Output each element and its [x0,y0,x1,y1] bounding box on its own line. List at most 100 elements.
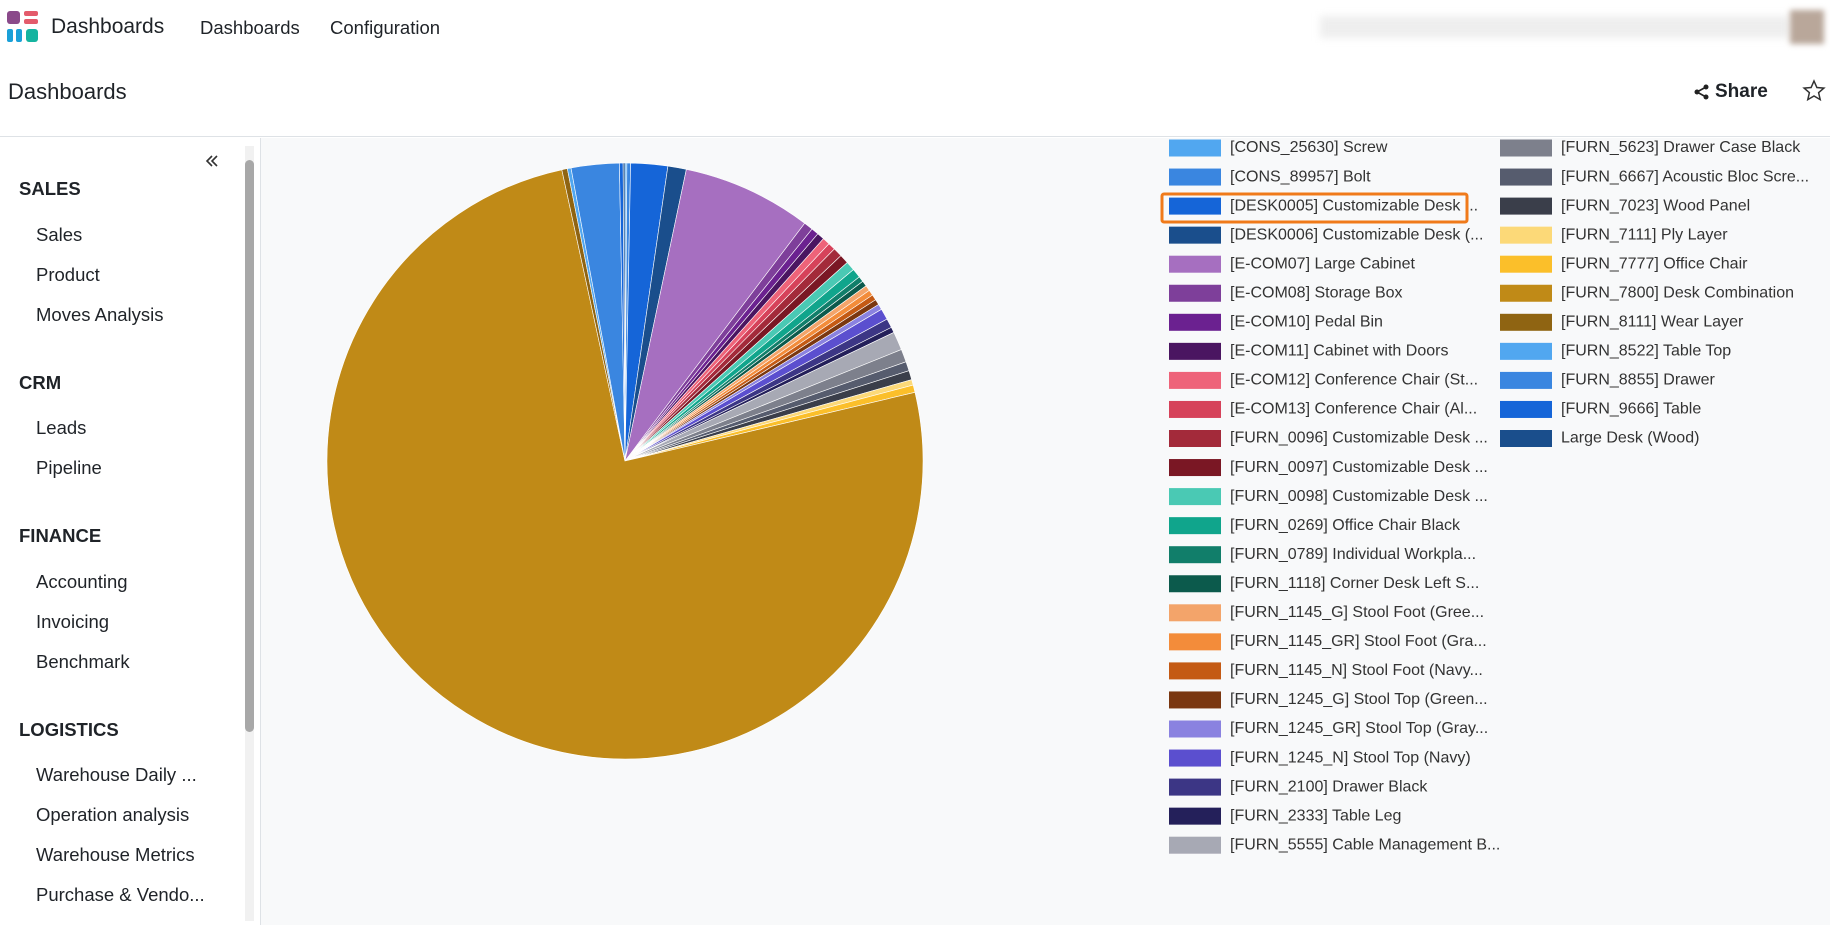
sidebar-item[interactable]: Accounting [36,570,128,592]
legend-swatch[interactable] [1169,691,1221,709]
legend-label[interactable]: [FURN_0098] Customizable Desk ... [1230,488,1488,505]
pie-chart: [CONS_25630] Screw [CONS_89957] Bolt [DESK… [326,139,1809,854]
legend-swatch[interactable] [1169,488,1221,506]
blurred-systray [1320,16,1790,38]
legend-swatch[interactable] [1169,284,1221,302]
legend-swatch[interactable] [1169,255,1221,273]
legend-swatch[interactable] [1169,139,1221,157]
legend-swatch[interactable] [1169,371,1221,389]
legend-swatch[interactable] [1500,313,1552,331]
legend-label[interactable]: [E-COM11] Cabinet with Doors [1230,343,1448,360]
legend-label[interactable]: [FURN_1118] Corner Desk Left S... [1230,575,1479,592]
legend-swatch[interactable] [1169,197,1221,215]
legend-label[interactable]: [FURN_5555] Cable Management B... [1230,836,1500,853]
sidebar-item[interactable]: Operation analysis [36,804,190,825]
legend-swatch[interactable] [1169,749,1221,767]
legend-swatch[interactable] [1169,633,1221,651]
legend-label[interactable]: [FURN_1245_N] Stool Top (Navy) [1230,749,1471,766]
pie-slice[interactable] [326,169,924,760]
legend-swatch[interactable] [1169,459,1221,477]
legend-label[interactable]: [FURN_1245_GR] Stool Top (Gray... [1230,720,1488,737]
legend-label[interactable]: [FURN_0096] Customizable Desk ... [1230,430,1488,447]
sidebar-item[interactable]: Purchase & Vendo... [36,884,205,905]
legend-swatch[interactable] [1500,139,1552,157]
legend-swatch[interactable] [1169,662,1221,680]
legend-label[interactable]: [FURN_5623] Drawer Case Black [1561,139,1801,156]
legend-swatch[interactable] [1500,168,1552,186]
sidebar-section: FINANCE [19,525,102,546]
legend-label[interactable]: [E-COM12] Conference Chair (St... [1230,372,1478,389]
legend-swatch[interactable] [1169,604,1221,622]
legend-label[interactable]: [E-COM10] Pedal Bin [1230,314,1383,331]
legend-label[interactable]: [FURN_8522] Table Top [1561,343,1731,360]
favorite-star[interactable] [1802,79,1826,103]
legend-swatch[interactable] [1169,720,1221,738]
sidebar-item[interactable]: Leads [36,417,87,438]
pie-slice[interactable] [624,169,806,462]
legend-swatch[interactable] [1500,430,1552,447]
sidebar-item[interactable]: Warehouse Daily ... [36,764,197,785]
legend-label[interactable]: [DESK0005] Customizable Desk ... [1230,197,1478,214]
legend-label[interactable]: [FURN_0097] Customizable Desk ... [1230,459,1488,476]
legend-label[interactable]: Large Desk (Wood) [1561,430,1699,447]
legend-label[interactable]: [FURN_0269] Office Chair Black [1230,517,1461,534]
legend-swatch[interactable] [1169,400,1221,418]
legend-label[interactable]: [CONS_25630] Screw [1230,139,1388,156]
legend-label[interactable]: [FURN_7023] Wood Panel [1561,197,1750,214]
legend-label[interactable]: [FURN_1145_N] Stool Foot (Navy... [1230,662,1483,679]
menu-item[interactable]: Configuration [330,17,441,38]
legend-swatch[interactable] [1169,807,1221,825]
legend-swatch[interactable] [1169,575,1221,593]
legend-swatch[interactable] [1169,342,1221,360]
legend-swatch[interactable] [1169,517,1221,535]
legend-label[interactable]: [FURN_7777] Office Chair [1561,255,1748,272]
legend-label[interactable]: [FURN_0789] Individual Workpla... [1230,546,1476,563]
legend-swatch[interactable] [1500,255,1552,273]
sidebar-item[interactable]: Pipeline [36,457,102,478]
legend-label[interactable]: [FURN_2100] Drawer Black [1230,778,1428,795]
legend-swatch[interactable] [1169,836,1221,854]
legend-label[interactable]: [E-COM08] Storage Box [1230,284,1403,301]
menu-item[interactable]: Dashboards [200,17,300,38]
legend-label[interactable]: [FURN_7111] Ply Layer [1561,226,1728,243]
legend-swatch[interactable] [1500,342,1552,360]
legend-swatch[interactable] [1500,400,1552,418]
legend-label[interactable]: [FURN_7800] Desk Combination [1561,284,1794,301]
sidebar-item[interactable]: Sales [36,223,83,245]
legend-swatch[interactable] [1169,226,1221,244]
legend-swatch[interactable] [1169,430,1221,447]
sidebar-item[interactable]: Warehouse Metrics [36,844,195,865]
legend-label[interactable]: [CONS_89957] Bolt [1230,168,1371,185]
legend-swatch[interactable] [1169,546,1221,564]
sidebar-item[interactable]: Product [36,263,100,285]
legend-swatch[interactable] [1169,778,1221,796]
avatar[interactable] [1790,10,1824,44]
legend-swatch[interactable] [1500,371,1552,389]
legend-label[interactable]: [FURN_6667] Acoustic Bloc Scre... [1561,168,1809,185]
legend-label[interactable]: [FURN_8111] Wear Layer [1561,314,1744,331]
legend-swatch[interactable] [1500,226,1552,244]
legend-label[interactable]: [FURN_1145_GR] Stool Foot (Gra... [1230,633,1487,650]
scrollbar-thumb[interactable] [245,160,254,732]
sidebar-item[interactable]: Invoicing [36,610,110,632]
legend-label[interactable]: [FURN_9666] Table [1561,401,1701,418]
sidebar-item[interactable]: Moves Analysis [36,303,164,325]
legend-label[interactable]: [E-COM07] Large Cabinet [1230,255,1416,272]
pie-slice[interactable] [622,162,626,462]
legend-swatch[interactable] [1500,284,1552,302]
legend-swatch[interactable] [1500,197,1552,215]
collapse-icon[interactable] [205,154,219,168]
legend-label[interactable]: [FURN_8855] Drawer [1561,372,1716,389]
legend-label[interactable]: [FURN_2333] Table Leg [1230,807,1401,824]
legend-swatch[interactable] [1169,168,1221,186]
legend-label[interactable]: [FURN_1145_G] Stool Foot (Gree... [1230,604,1484,621]
app-logo[interactable] [7,11,39,43]
legend-label[interactable]: [FURN_1245_G] Stool Top (Green... [1230,691,1488,708]
legend-label[interactable]: [E-COM13] Conference Chair (Al... [1230,401,1477,418]
share-button[interactable]: Share [1715,81,1768,102]
sidebar-item[interactable]: Benchmark [36,650,130,672]
share-icon[interactable] [1694,84,1710,100]
legend-label[interactable]: [DESK0006] Customizable Desk (... [1230,226,1483,243]
app-name[interactable]: Dashboards [51,15,165,38]
legend-swatch[interactable] [1169,313,1221,331]
